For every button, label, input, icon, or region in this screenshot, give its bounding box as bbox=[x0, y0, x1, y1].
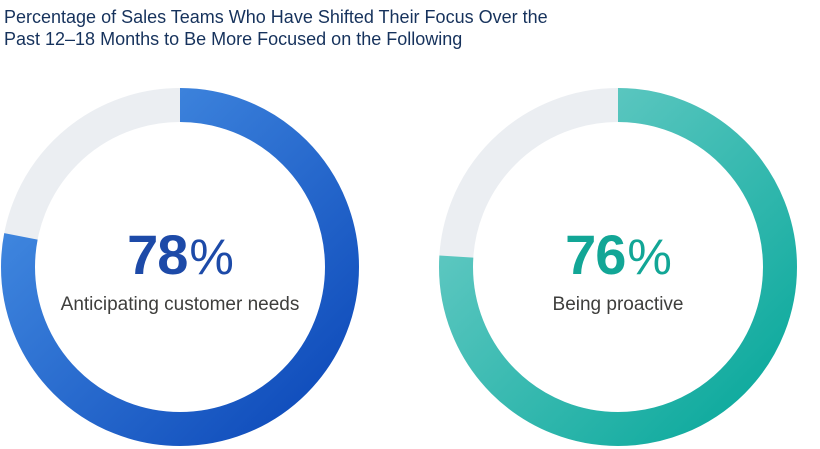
donut-svg bbox=[1, 88, 359, 446]
chart-title: Percentage of Sales Teams Who Have Shift… bbox=[4, 7, 548, 49]
donut-value-arc bbox=[1, 88, 359, 446]
donut-chart-anticipating: 78% Anticipating customer needs bbox=[0, 87, 360, 447]
donut-svg bbox=[439, 88, 797, 446]
donut-value-arc bbox=[439, 88, 797, 446]
donut-chart-proactive: 76% Being proactive bbox=[438, 87, 798, 447]
